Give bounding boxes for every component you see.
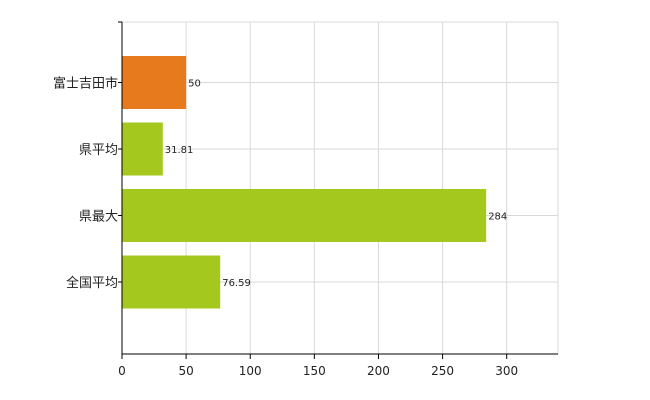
bar-1 <box>122 122 163 176</box>
x-tick-label-1: 50 <box>178 364 193 378</box>
bars <box>122 56 487 309</box>
labels: 50 富士吉田市 31.81 県平均 284 県最大 76.59 全国平均 0 50 100 150 2… <box>53 76 518 379</box>
category-label-1: 県平均 <box>79 143 118 158</box>
x-tick-label-0: 0 <box>118 364 126 378</box>
x-tick-label-2: 100 <box>239 364 262 378</box>
bar-3 <box>122 255 221 309</box>
value-label-3: 76.59 <box>222 278 251 289</box>
x-tick-label-4: 200 <box>367 364 390 378</box>
category-label-0: 富士吉田市 <box>53 76 118 92</box>
x-tick-label-3: 150 <box>303 364 326 378</box>
bar-0 <box>122 56 187 109</box>
category-label-3: 全国平均 <box>66 275 118 291</box>
value-label-0: 50 <box>188 79 201 90</box>
axes <box>118 21 558 359</box>
bar-2 <box>122 189 487 242</box>
x-tick-label-6: 300 <box>495 364 518 378</box>
value-label-1: 31.81 <box>165 145 194 156</box>
x-tick-label-5: 250 <box>431 364 454 378</box>
value-label-2: 284 <box>488 212 507 223</box>
category-label-2: 県最大 <box>79 210 118 225</box>
